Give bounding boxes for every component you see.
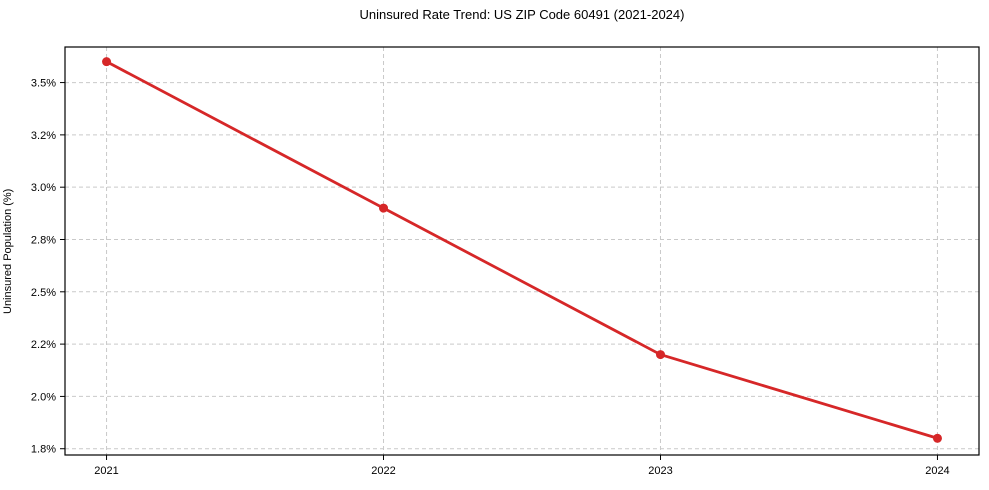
data-point-marker bbox=[655, 350, 665, 360]
data-point-marker bbox=[102, 57, 112, 67]
y-tick-label: 1.8% bbox=[31, 444, 56, 456]
plot-border bbox=[64, 46, 980, 456]
y-tick-label: 2.5% bbox=[31, 287, 56, 299]
chart-title: Uninsured Rate Trend: US ZIP Code 60491 … bbox=[359, 7, 685, 22]
y-tick-label: 2.0% bbox=[31, 391, 56, 403]
y-tick-label: 3.2% bbox=[31, 130, 56, 142]
trend-line bbox=[105, 60, 939, 440]
x-tick-label: 2021 bbox=[94, 465, 118, 477]
data-point-marker bbox=[932, 433, 942, 443]
x-tick-label: 2022 bbox=[371, 465, 395, 477]
y-tick-label: 2.2% bbox=[31, 339, 56, 351]
x-tick-label: 2023 bbox=[648, 465, 672, 477]
data-point-marker bbox=[379, 203, 389, 213]
y-tick-label: 3.0% bbox=[31, 182, 56, 194]
x-tick-label: 2024 bbox=[925, 465, 949, 477]
y-tick-label: 3.5% bbox=[31, 78, 56, 90]
y-tick-label: 2.8% bbox=[31, 234, 56, 246]
